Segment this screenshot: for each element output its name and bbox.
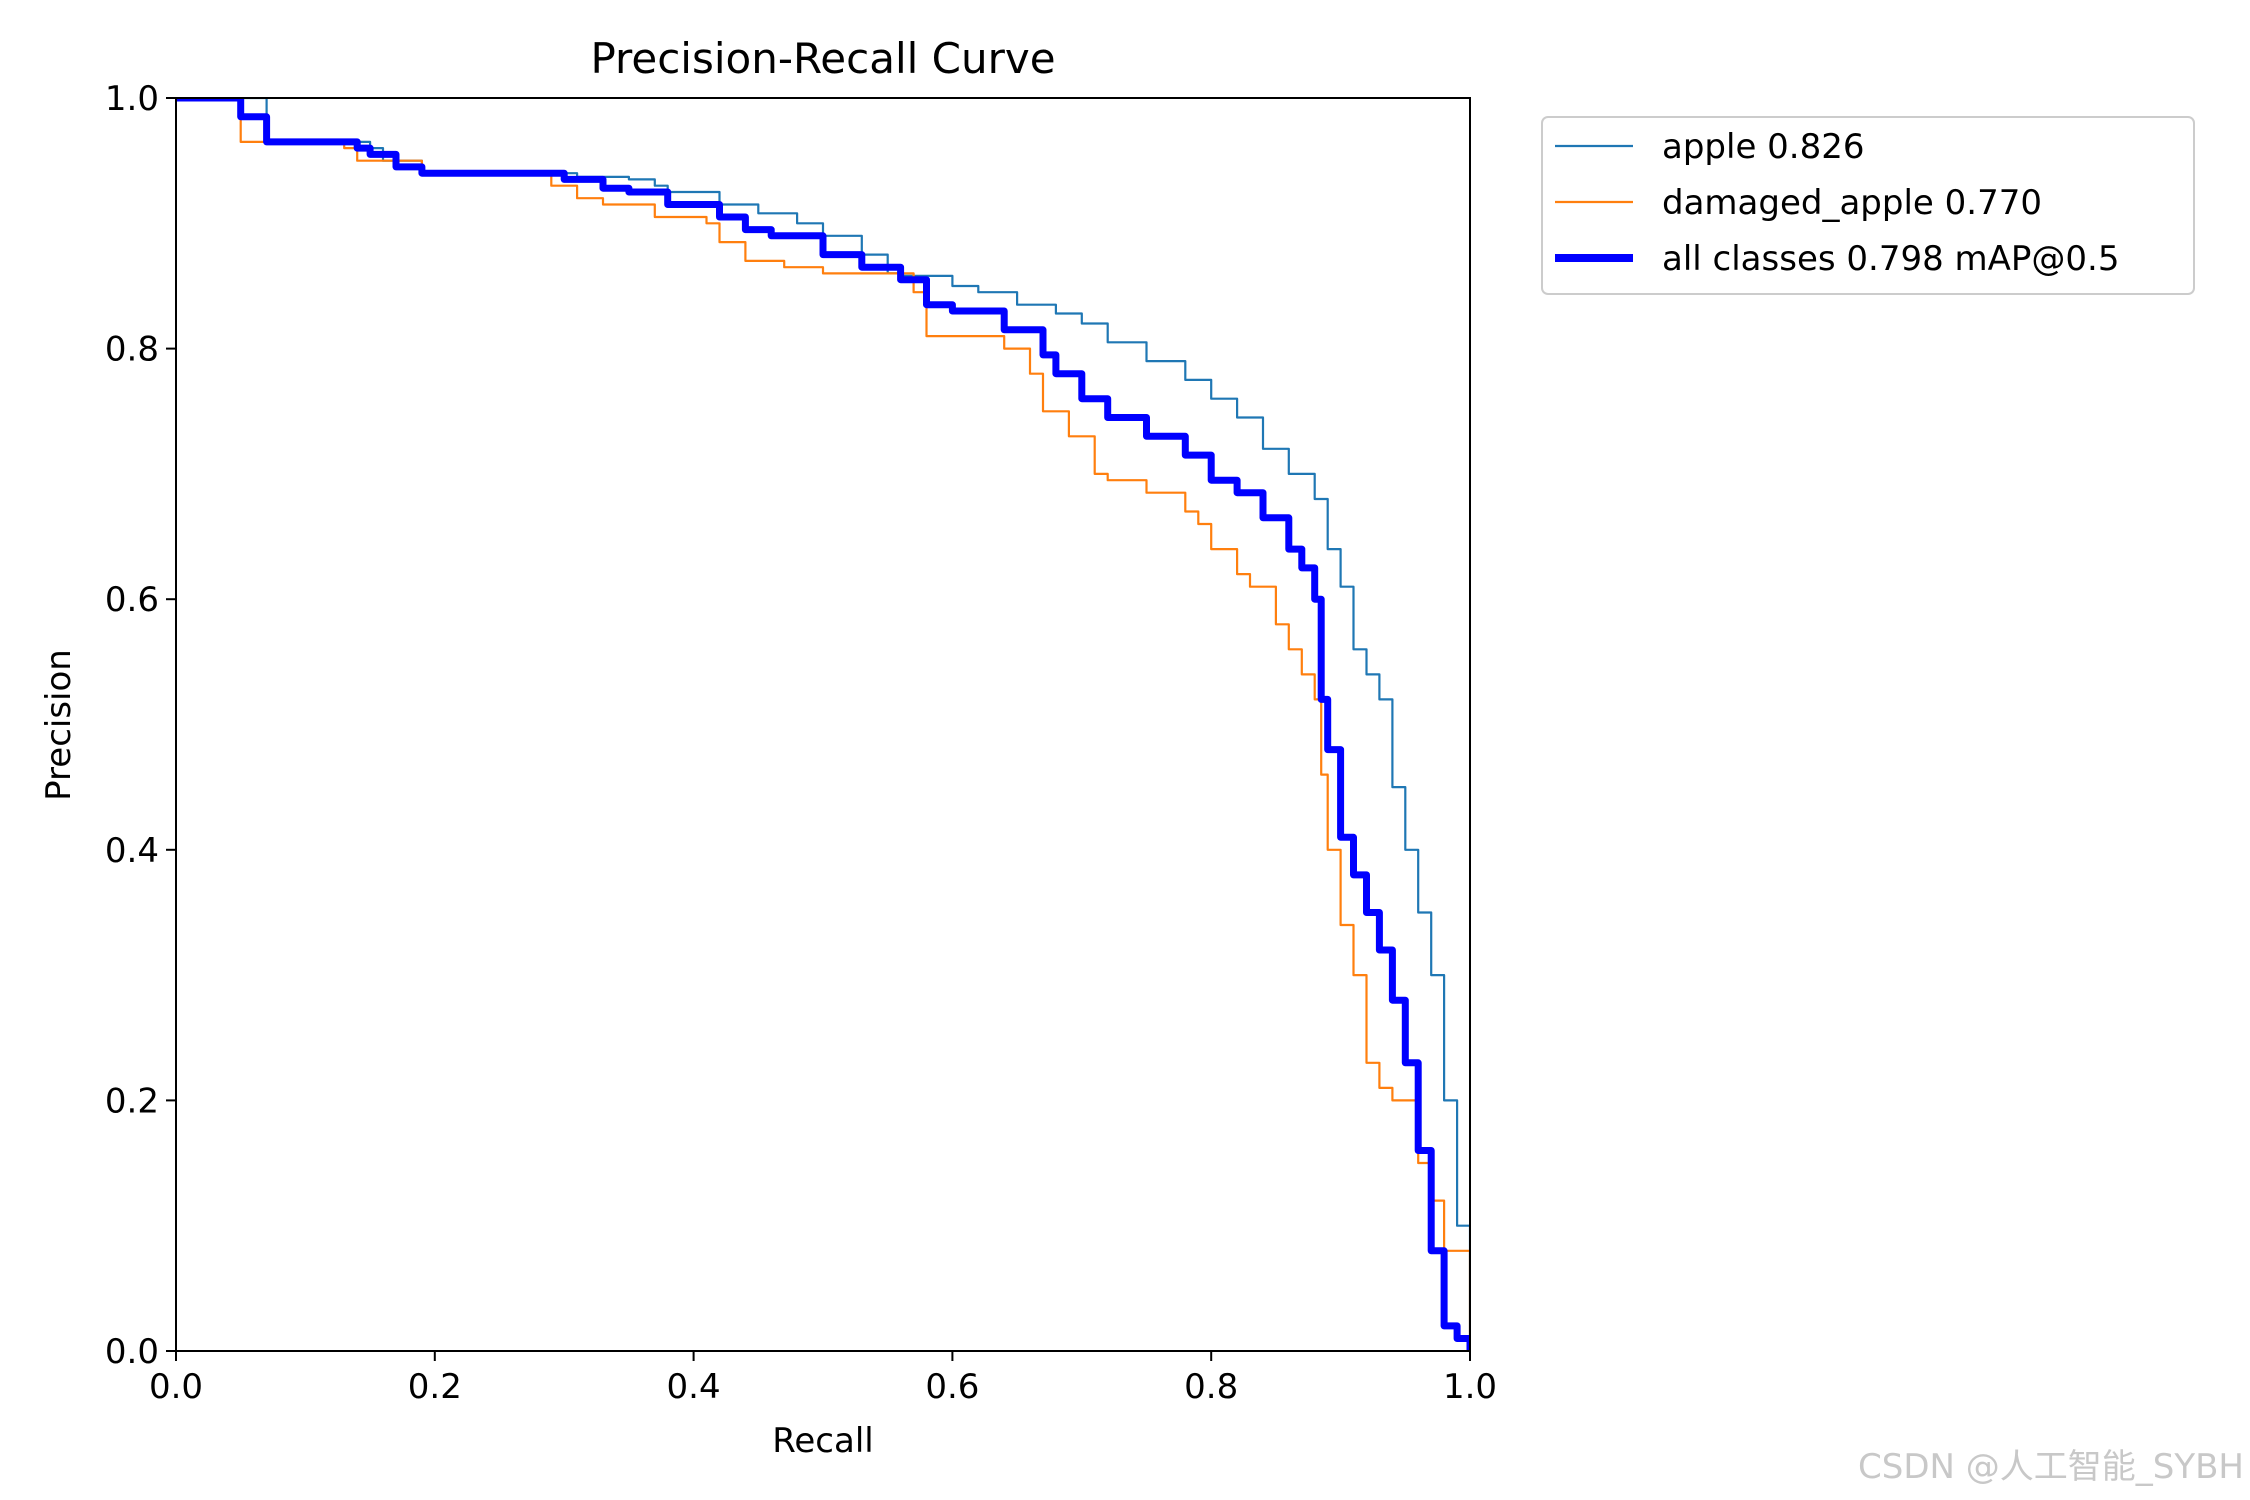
legend-label-all-classes: all classes 0.798 mAP@0.5 [1662,239,2119,279]
y-tick-label: 0.8 [105,330,159,370]
y-tick-label: 0.2 [105,1081,159,1121]
y-axis-label: Precision [39,649,79,801]
x-tick-label: 0.4 [667,1367,721,1407]
plot-frame [175,97,1471,1352]
series-line-apple [176,98,1470,1351]
legend-frame [1541,116,2195,295]
watermark: CSDN @人工智能_SYBH [1858,1447,2244,1487]
y-tick-label: 0.6 [105,580,159,620]
series-line-damaged-apple [176,98,1470,1351]
axis-ticks: 0.0 0.2 0.4 0.6 0.8 1.0 0.0 0.2 0.4 0.6 0.8 1.0 [105,79,1497,1407]
x-axis-label: Recall [772,1421,873,1461]
series-line-all-classes [176,98,1470,1351]
x-tick-label: 0.2 [408,1367,462,1407]
legend-label-apple: apple 0.826 [1662,127,1865,167]
y-tick-label: 0.4 [105,831,159,871]
y-tick-label: 0.0 [105,1332,159,1372]
x-tick-label: 0.6 [925,1367,979,1407]
legend: apple 0.826 damaged_apple 0.770 all clas… [1541,116,2195,295]
x-tick-label: 0.0 [149,1367,203,1407]
legend-label-damaged-apple: damaged_apple 0.770 [1662,183,2042,223]
x-tick-label: 1.0 [1443,1367,1497,1407]
series-lines [176,98,1470,1351]
x-tick-label: 0.8 [1184,1367,1238,1407]
chart-title: Precision-Recall Curve [590,34,1055,83]
y-tick-label: 1.0 [105,79,159,119]
